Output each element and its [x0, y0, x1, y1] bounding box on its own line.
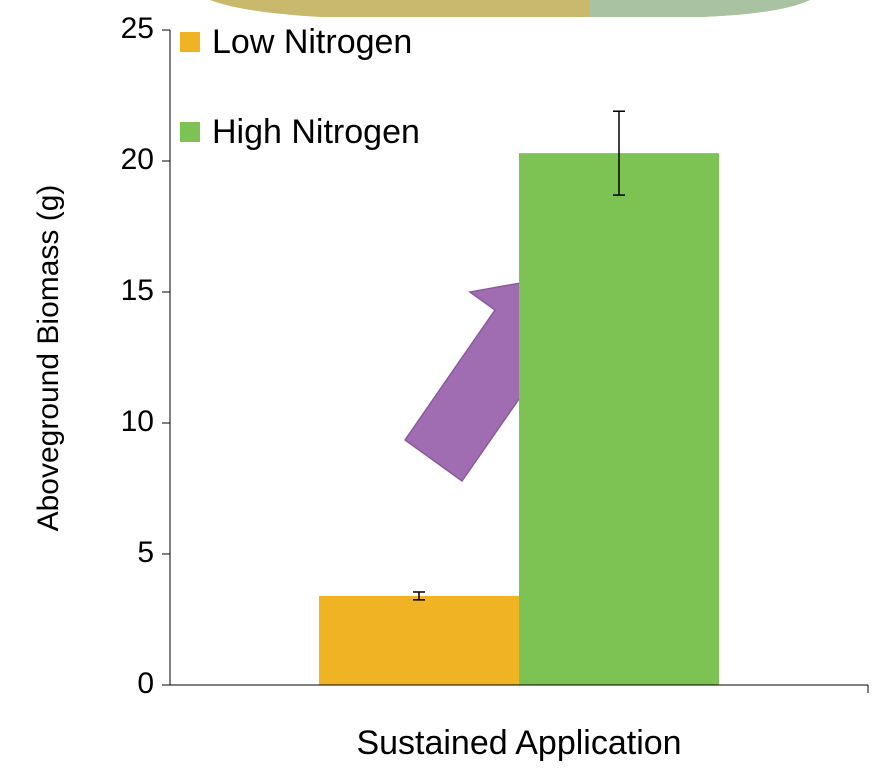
bar — [319, 595, 519, 685]
y-axis-label: Aboveground Biomass (g) — [32, 185, 65, 532]
y-tick-label: 0 — [137, 667, 154, 700]
legend-label: Low Nitrogen — [212, 23, 412, 61]
legend-label: High Nitrogen — [212, 113, 420, 151]
y-tick-label: 15 — [121, 274, 154, 307]
y-tick-label: 25 — [121, 12, 154, 45]
x-tick-label: Sustained Application — [356, 724, 681, 762]
y-tick-label: 10 — [121, 405, 154, 438]
y-tick-label: 5 — [137, 536, 154, 569]
error-bar — [613, 110, 625, 196]
legend-swatch — [180, 32, 200, 52]
legend-swatch — [180, 122, 200, 142]
y-tick-label: 20 — [121, 143, 154, 176]
error-bar — [413, 591, 425, 601]
bar — [519, 153, 719, 685]
decoration — [590, 0, 810, 17]
